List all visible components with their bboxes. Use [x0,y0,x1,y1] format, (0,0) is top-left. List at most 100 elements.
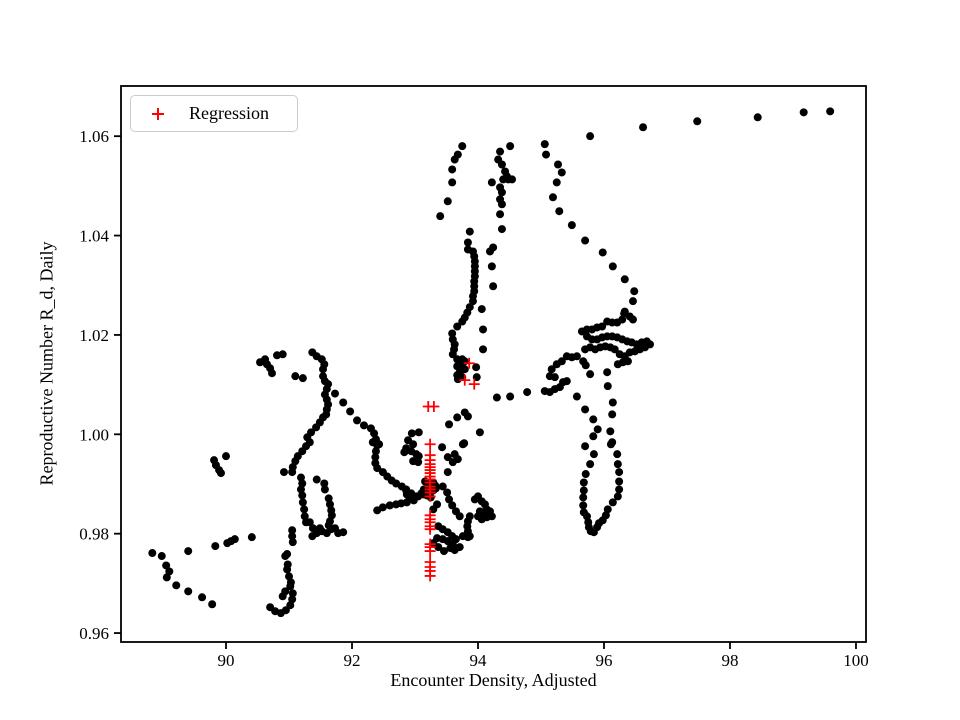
data-point [799,108,808,117]
legend-label: Regression [189,103,269,123]
y-tick-label: 0.96 [79,624,109,643]
data-point [582,512,591,521]
data-point [278,592,287,601]
y-tick-label: 1.00 [79,425,109,444]
data-point [458,142,467,151]
data-point [540,140,549,149]
data-point [455,543,464,552]
data-point [465,532,474,541]
data-point [508,175,517,184]
data-point [296,473,305,482]
data-point [487,262,496,271]
y-tick-label: 1.04 [79,227,109,246]
data-point [598,248,607,257]
data-point [630,287,639,296]
data-point [184,587,193,596]
data-point [162,561,171,570]
data-point [445,420,454,429]
data-point [496,210,505,219]
y-tick-label: 0.98 [79,525,109,544]
data-point [211,542,220,551]
regression-point [459,374,471,386]
data-point [581,442,590,451]
data-point [579,486,588,495]
x-tick-label: 96 [595,651,612,670]
data-point [639,123,648,132]
data-point [298,479,307,488]
legend: Regression [130,95,298,132]
data-point [506,142,515,151]
data-point [523,388,532,397]
x-tick-label: 94 [470,651,488,670]
data-point [581,345,590,354]
regression-point [428,400,440,412]
data-point [438,443,447,452]
data-point [458,317,467,326]
data-point [327,506,336,515]
data-point [620,275,629,284]
data-point [436,212,445,221]
data-point [577,327,586,336]
data-point [477,305,486,314]
data-point [608,498,617,507]
data-point [606,440,615,449]
data-point [453,322,462,331]
data-point [497,200,506,209]
data-point [320,479,329,488]
data-point [693,117,702,126]
data-point [371,453,380,462]
regression-point [424,490,436,502]
regression-point [424,438,436,450]
y-tick-label: 1.02 [79,326,109,345]
data-point [567,221,576,230]
data-point [608,398,617,407]
data-point [497,225,506,234]
data-point [613,460,622,469]
data-point [472,363,481,372]
data-point [628,297,637,306]
x-tick-label: 98 [721,651,738,670]
data-point [445,495,454,504]
data-point [448,165,457,174]
data-point [552,360,561,369]
data-point [489,282,498,291]
data-point [288,538,297,547]
data-point [448,178,457,187]
data-point [572,392,581,401]
x-tick-label: 92 [344,651,361,670]
data-point [620,307,629,316]
data-point [438,482,447,491]
x-axis-label: Encounter Density, Adjusted [390,670,597,690]
data-point [548,193,557,202]
data-point [608,410,617,419]
data-point [288,589,297,598]
data-point [479,345,488,354]
data-point [460,439,469,448]
data-point [540,387,549,396]
data-point [268,369,277,378]
data-point [487,178,496,187]
data-point [547,365,556,374]
data-point [603,382,612,391]
data-point [562,352,571,361]
data-point [298,491,307,500]
regression-point [424,523,436,535]
data-point [385,501,394,510]
data-point [615,350,624,359]
data-point [288,526,297,535]
data-point [279,468,288,477]
data-point [439,547,448,556]
data-point [554,160,563,169]
data-point [613,492,622,501]
data-point [615,485,624,494]
data-point [414,458,423,467]
data-point [281,552,290,561]
data-point [615,477,624,486]
data-point [288,532,297,541]
data-point [409,440,418,449]
data-point [496,147,505,156]
data-point [487,512,496,521]
data-point [586,132,595,141]
regression-point [463,357,475,369]
